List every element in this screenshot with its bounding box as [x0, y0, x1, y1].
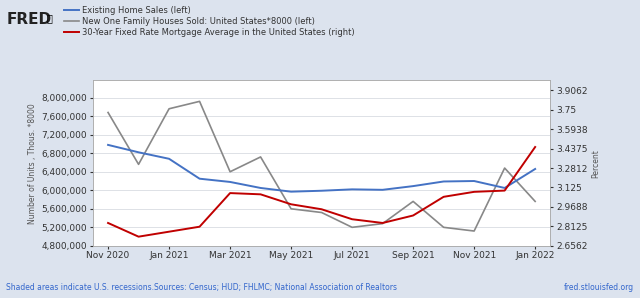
Text: 📈: 📈 [46, 13, 52, 24]
Text: FRED: FRED [6, 12, 52, 27]
Y-axis label: Number of Units , Thous. *8000: Number of Units , Thous. *8000 [28, 103, 37, 224]
Y-axis label: Percent: Percent [592, 149, 601, 178]
Text: Shaded areas indicate U.S. recessions.Sources: Census; HUD; FHLMC; National Asso: Shaded areas indicate U.S. recessions.So… [6, 283, 397, 292]
Legend: Existing Home Sales (left), New One Family Houses Sold: United States*8000 (left: Existing Home Sales (left), New One Fami… [64, 6, 355, 37]
Text: fred.stlouisfed.org: fred.stlouisfed.org [563, 283, 634, 292]
